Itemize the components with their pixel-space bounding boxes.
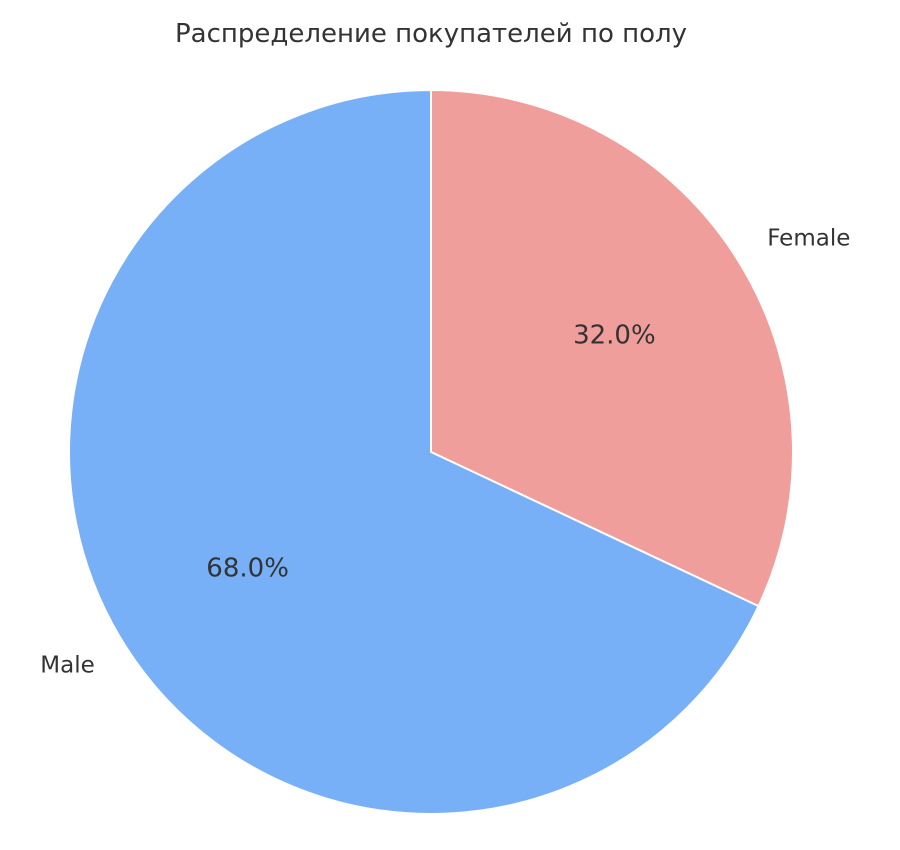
percent-labels: 32.0% 68.0% — [206, 321, 655, 584]
slice-labels: Female Male — [40, 226, 850, 679]
pie-slice-female — [430, 89, 794, 608]
percent-label-female: 32.0% — [573, 321, 656, 351]
slice-label-female: Female — [767, 226, 850, 252]
percent-label-male: 68.0% — [206, 553, 289, 583]
chart-title: Распределение покупателей по полу — [175, 19, 687, 49]
pie-slices — [68, 89, 794, 815]
pie-slice-male — [68, 89, 760, 815]
slice-label-male: Male — [40, 652, 94, 678]
